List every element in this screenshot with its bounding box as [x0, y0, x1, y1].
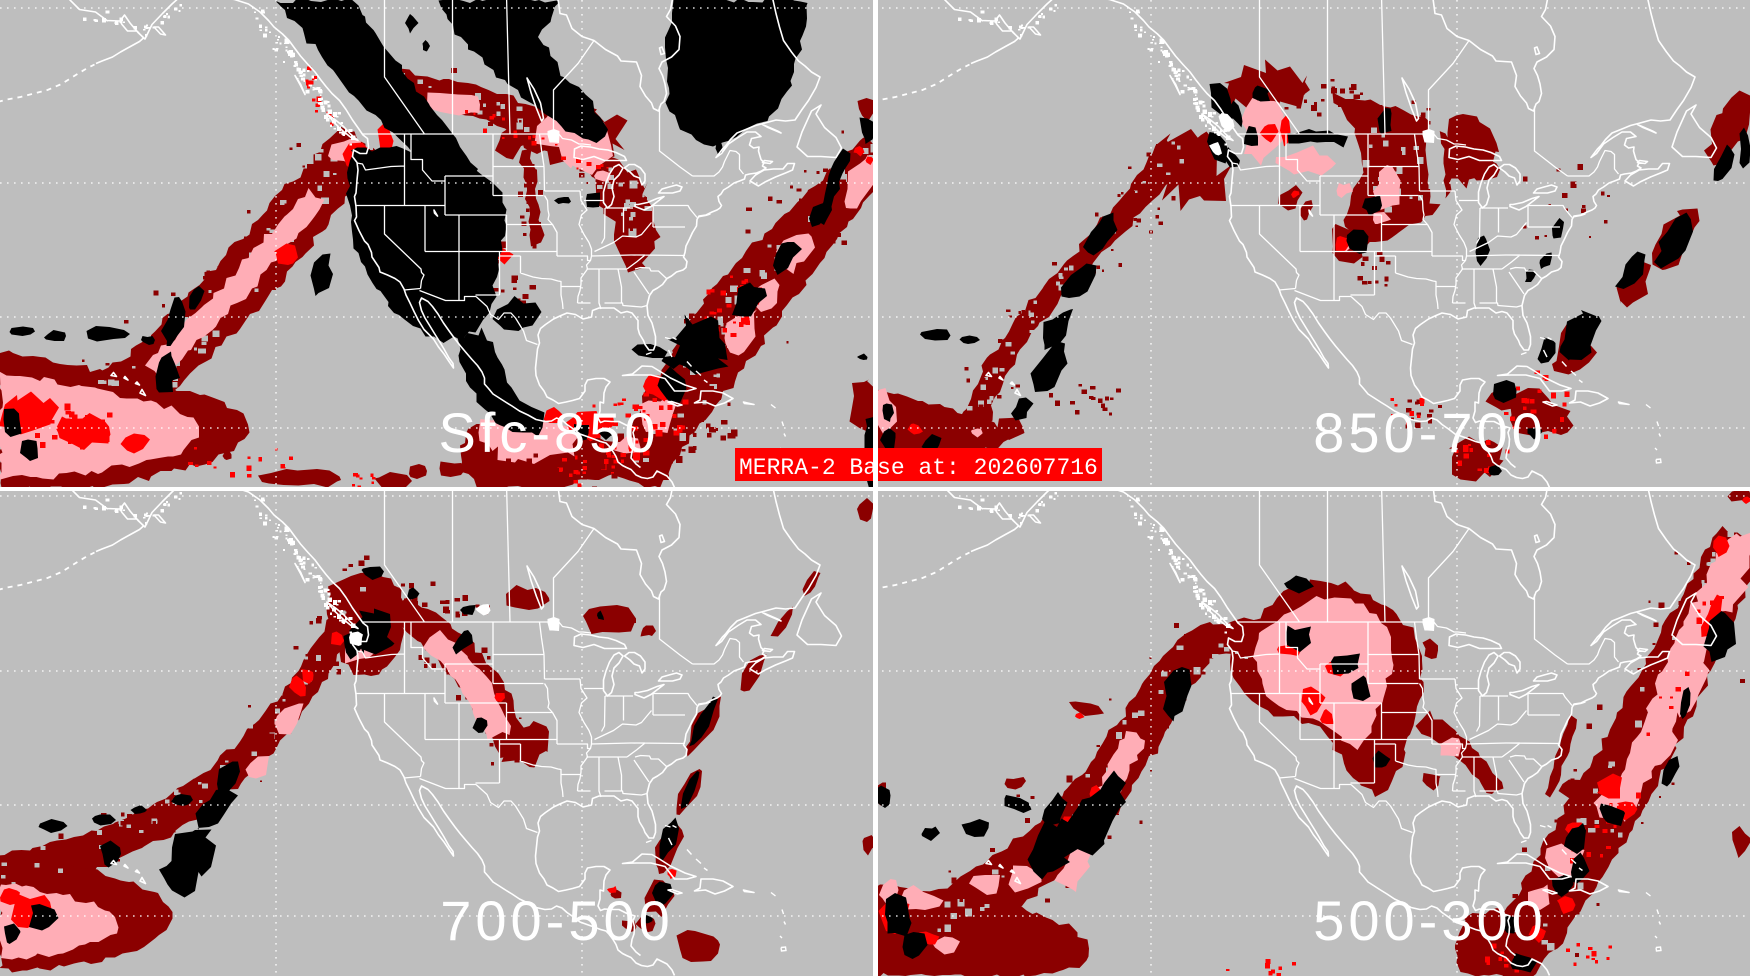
svg-text:700-500: 700-500 [440, 889, 674, 952]
svg-text:500-300: 500-300 [1313, 889, 1547, 952]
svg-text:MERRA-2 Base at: 202607716: MERRA-2 Base at: 202607716 [739, 455, 1098, 481]
svg-text:850-700: 850-700 [1313, 401, 1547, 464]
svg-text:Sfc-850: Sfc-850 [439, 401, 660, 464]
